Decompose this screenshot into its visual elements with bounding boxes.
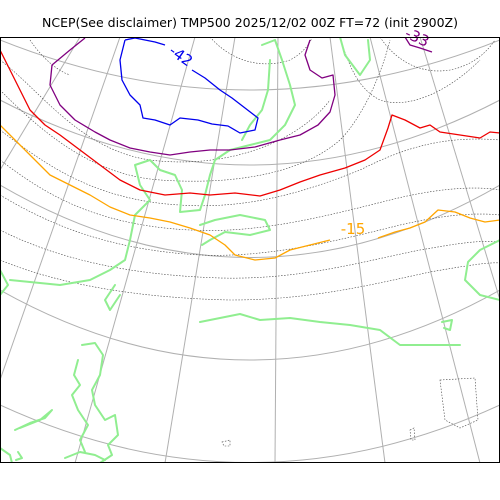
meridian-lines [0,37,500,463]
contour-label-minus42: -42 [166,42,196,71]
contour-minus15 [0,124,500,261]
map-title: NCEP(See disclaimer) TMP500 2025/12/02 0… [41,15,458,30]
coastlines [0,37,500,463]
contour-minus42 [119,37,259,134]
isotherms-dotted [0,37,500,447]
contour-label-minus15: -15 [341,220,366,238]
contour-purple [49,37,433,156]
contour-red [0,49,500,197]
